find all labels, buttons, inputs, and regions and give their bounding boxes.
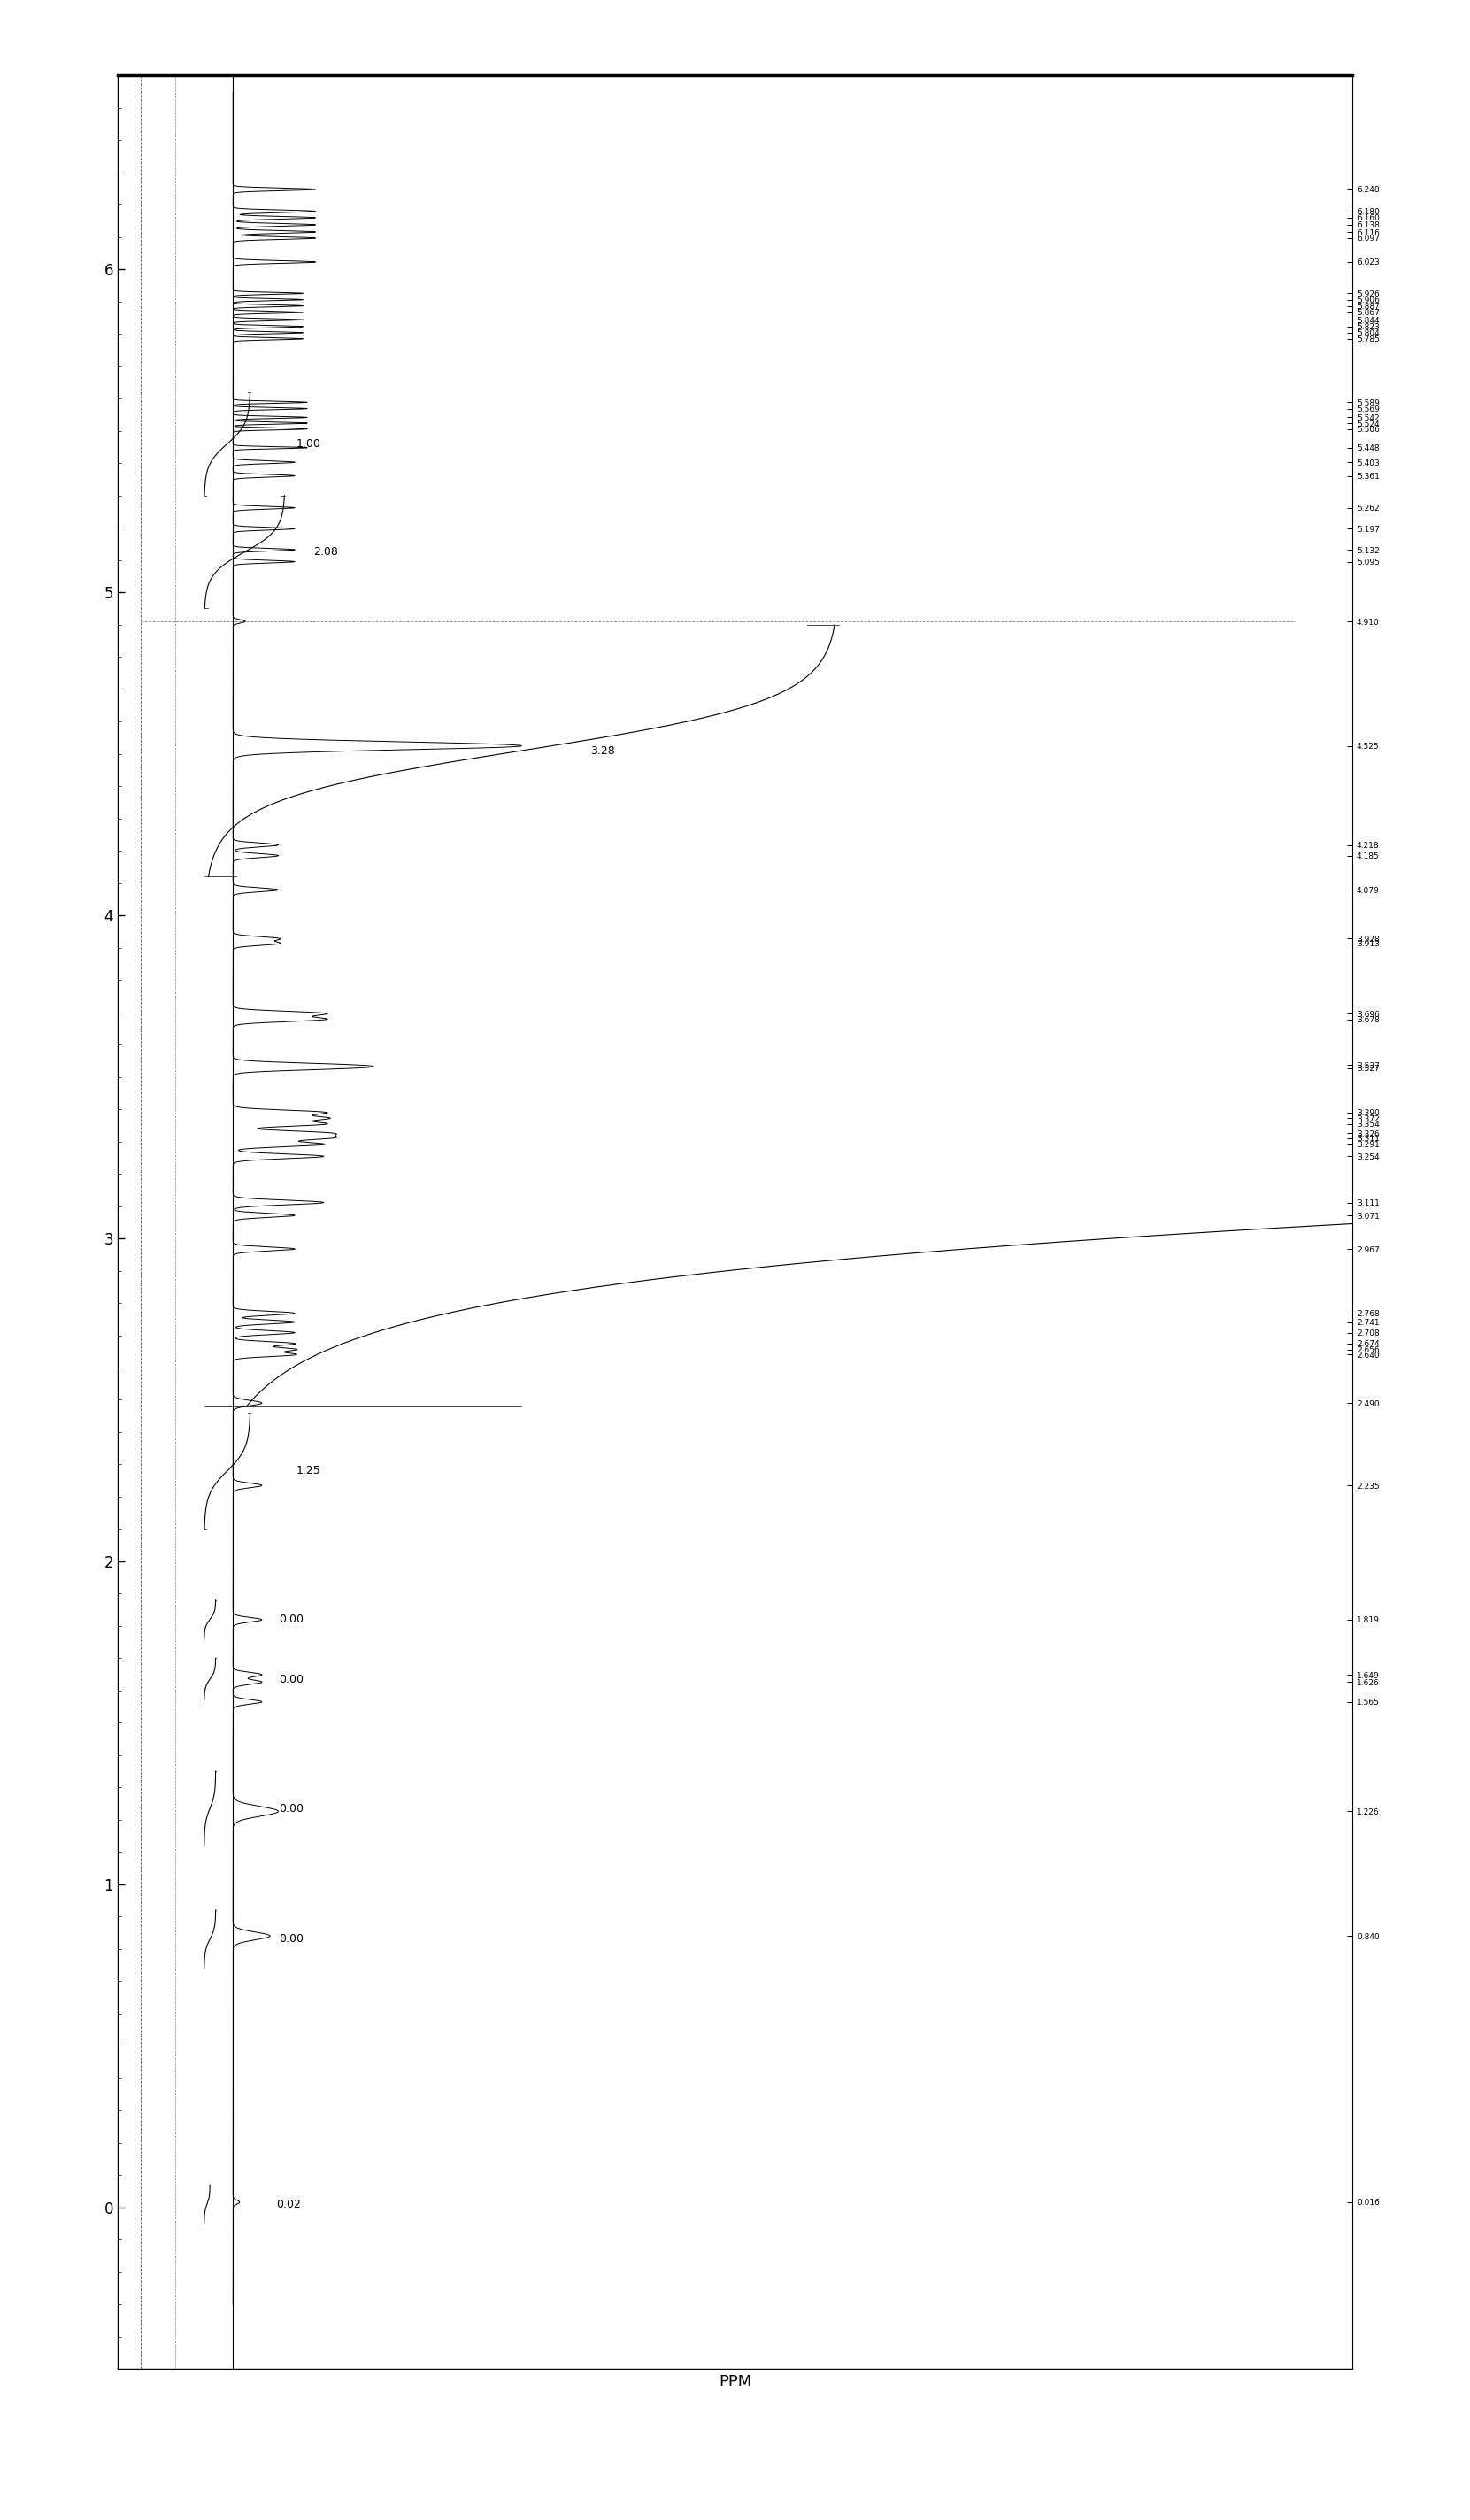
Text: 0.00: 0.00	[279, 1613, 304, 1625]
Text: 0.00: 0.00	[279, 1673, 304, 1686]
Text: 1.00: 1.00	[297, 438, 320, 449]
Text: 1.25: 1.25	[297, 1464, 320, 1477]
X-axis label: PPM: PPM	[719, 2374, 751, 2389]
Text: 3.28: 3.28	[591, 746, 616, 756]
Text: 0.00: 0.00	[279, 1933, 304, 1945]
Text: 0.00: 0.00	[279, 1802, 304, 1814]
Text: 2.08: 2.08	[313, 547, 338, 557]
Text: 0.02: 0.02	[276, 2197, 301, 2210]
